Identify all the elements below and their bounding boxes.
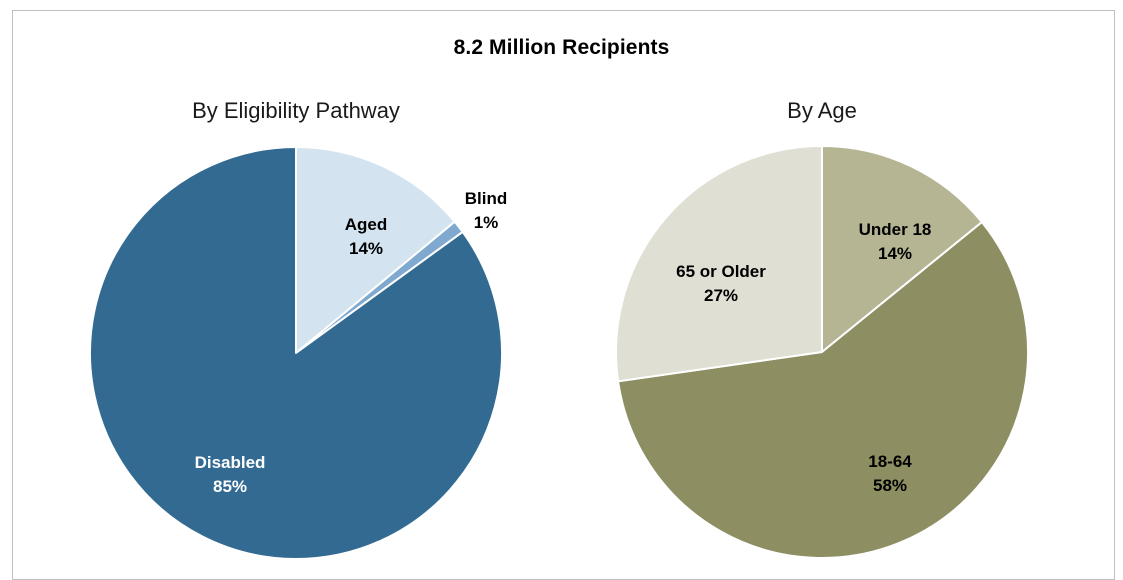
slice-value-18-64: 58% [873,476,907,495]
slice-label-under-18: Under 18 [859,220,932,239]
slice-value-disabled: 85% [213,477,247,496]
pie-chart-eligibility: By Eligibility Pathway Aged 14% Blind 1% Disa… [89,98,508,560]
slice-disabled [89,146,503,560]
slice-18-64 [617,221,1029,559]
pie-chart-age: By Age Under 18 14% 18-64 58% 65 or Older 27% [615,98,1029,559]
slice-value-aged: 14% [349,239,383,258]
pie-title-by-eligibility-pathway: By Eligibility Pathway [192,98,400,123]
slice-value-65-or-older: 27% [704,286,738,305]
slice-label-65-or-older: 65 or Older [676,262,766,281]
slice-value-under-18: 14% [878,244,912,263]
slice-aged [295,146,456,354]
chart-title: 8.2 Million Recipients [453,36,670,59]
slice-under-18 [821,145,983,353]
slice-value-blind: 1% [474,213,499,232]
slice-label-18-64: 18-64 [868,452,912,471]
slice-label-aged: Aged [345,215,388,234]
slice-label-blind: Blind [465,189,508,208]
pie-title-by-age: By Age [787,98,857,123]
slice-label-disabled: Disabled [195,453,266,472]
slice-65-or-older [615,145,823,383]
